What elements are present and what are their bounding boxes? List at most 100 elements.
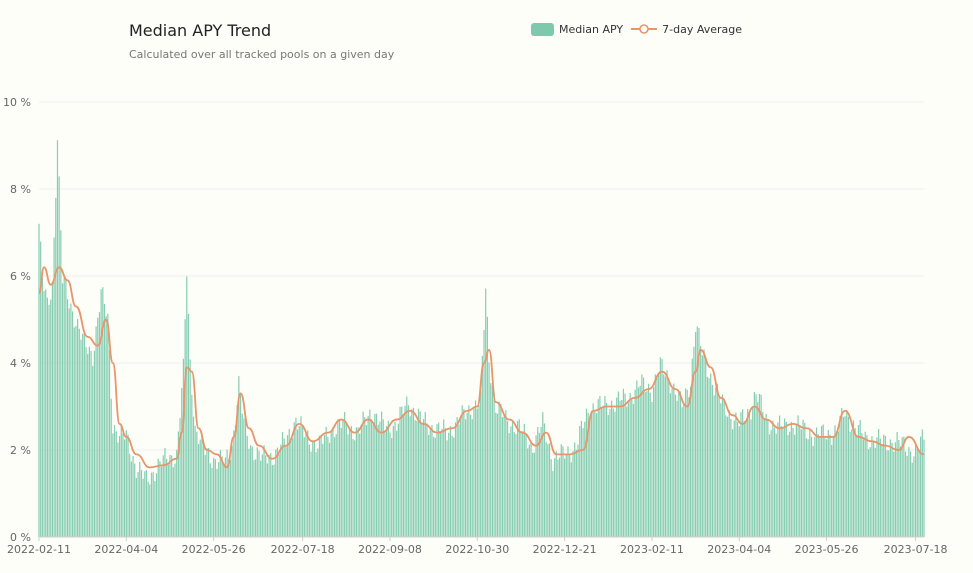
- apy-bar[interactable]: [676, 400, 678, 537]
- apy-bar[interactable]: [579, 426, 581, 537]
- apy-bar[interactable]: [310, 451, 312, 537]
- apy-bar[interactable]: [715, 387, 717, 537]
- apy-bar[interactable]: [908, 447, 910, 537]
- apy-bar[interactable]: [320, 436, 322, 537]
- apy-bar[interactable]: [261, 454, 263, 537]
- apy-bar[interactable]: [560, 444, 562, 537]
- apy-bar[interactable]: [424, 412, 426, 537]
- apy-bar[interactable]: [352, 438, 354, 537]
- apy-bar[interactable]: [558, 457, 561, 537]
- apy-bar[interactable]: [342, 420, 344, 537]
- apy-bar[interactable]: [375, 413, 378, 537]
- apy-bar[interactable]: [577, 444, 579, 537]
- apy-bar[interactable]: [770, 430, 772, 537]
- apy-bar[interactable]: [241, 413, 243, 537]
- apy-bar[interactable]: [535, 435, 537, 537]
- apy-bar[interactable]: [530, 440, 532, 537]
- apy-bar[interactable]: [221, 456, 223, 537]
- apy-bar[interactable]: [229, 459, 232, 537]
- apy-bar[interactable]: [656, 377, 658, 537]
- apy-bar[interactable]: [518, 419, 520, 537]
- apy-bar[interactable]: [864, 431, 866, 537]
- apy-bar[interactable]: [231, 445, 233, 537]
- apy-bar[interactable]: [137, 472, 139, 537]
- apy-bar[interactable]: [312, 441, 314, 537]
- apy-bar[interactable]: [653, 387, 655, 537]
- apy-bar[interactable]: [510, 426, 512, 537]
- apy-bar[interactable]: [485, 288, 487, 537]
- apy-bar[interactable]: [903, 436, 905, 537]
- apy-bar[interactable]: [681, 407, 683, 537]
- apy-bar[interactable]: [817, 434, 819, 537]
- apy-bar[interactable]: [852, 420, 855, 537]
- apy-bar[interactable]: [552, 471, 554, 537]
- apy-bar[interactable]: [789, 431, 791, 537]
- apy-bar[interactable]: [747, 408, 749, 537]
- apy-bar[interactable]: [87, 353, 89, 537]
- apy-bar[interactable]: [308, 444, 310, 537]
- apy-bar[interactable]: [166, 458, 168, 537]
- apy-bar[interactable]: [392, 425, 394, 537]
- apy-bar[interactable]: [345, 423, 347, 537]
- apy-bar[interactable]: [814, 436, 816, 537]
- apy-bar[interactable]: [550, 459, 552, 537]
- apy-bar[interactable]: [248, 448, 250, 537]
- apy-bar[interactable]: [819, 437, 821, 537]
- apy-bar[interactable]: [132, 456, 134, 537]
- apy-bar[interactable]: [379, 421, 381, 537]
- apy-bar[interactable]: [46, 297, 48, 537]
- apy-bar[interactable]: [891, 442, 893, 537]
- apy-bar[interactable]: [644, 391, 646, 537]
- apy-bar[interactable]: [604, 396, 606, 537]
- apy-bar[interactable]: [433, 436, 435, 537]
- apy-bar[interactable]: [60, 230, 62, 537]
- apy-bar[interactable]: [354, 440, 356, 537]
- apy-bar[interactable]: [701, 355, 703, 537]
- apy-bar[interactable]: [574, 442, 576, 537]
- apy-bar[interactable]: [280, 444, 282, 537]
- apy-bar[interactable]: [191, 394, 193, 537]
- apy-bar[interactable]: [517, 420, 519, 537]
- apy-bar[interactable]: [480, 390, 482, 537]
- apy-bar[interactable]: [780, 426, 782, 537]
- apy-bar[interactable]: [475, 400, 477, 537]
- apy-bar[interactable]: [621, 399, 623, 537]
- apy-bar[interactable]: [543, 423, 546, 537]
- apy-bar[interactable]: [429, 428, 431, 537]
- apy-bar[interactable]: [48, 304, 50, 537]
- apy-bar[interactable]: [602, 405, 604, 537]
- apy-bar[interactable]: [372, 424, 374, 537]
- apy-bar[interactable]: [807, 439, 809, 537]
- apy-bar[interactable]: [777, 422, 779, 537]
- apy-bar[interactable]: [401, 406, 403, 537]
- apy-bar[interactable]: [317, 448, 319, 537]
- apy-bar[interactable]: [637, 387, 640, 537]
- apy-bar[interactable]: [688, 397, 690, 537]
- apy-bar[interactable]: [706, 376, 708, 537]
- apy-bar[interactable]: [139, 462, 141, 537]
- apy-bar[interactable]: [374, 413, 376, 537]
- apy-bar[interactable]: [594, 411, 596, 537]
- apy-bar[interactable]: [182, 358, 185, 537]
- apy-bar[interactable]: [456, 416, 458, 537]
- apy-bar[interactable]: [172, 467, 174, 537]
- apy-bar[interactable]: [513, 432, 515, 537]
- apy-bar[interactable]: [642, 377, 645, 537]
- apy-bar[interactable]: [298, 425, 300, 537]
- apy-bar[interactable]: [832, 436, 834, 537]
- apy-bar[interactable]: [658, 374, 660, 537]
- apy-bar[interactable]: [347, 434, 349, 537]
- apy-bar[interactable]: [742, 409, 744, 537]
- apy-bar[interactable]: [238, 376, 240, 537]
- apy-bar[interactable]: [355, 427, 357, 537]
- apy-bar[interactable]: [857, 424, 860, 537]
- apy-bar[interactable]: [616, 397, 618, 537]
- apy-bar[interactable]: [476, 408, 478, 537]
- apy-bar[interactable]: [98, 312, 101, 537]
- apy-bar[interactable]: [196, 431, 198, 537]
- apy-bar[interactable]: [68, 308, 70, 537]
- apy-bar[interactable]: [898, 440, 900, 537]
- apy-bar[interactable]: [733, 420, 735, 537]
- apy-bar[interactable]: [684, 388, 687, 537]
- apy-bar[interactable]: [93, 350, 96, 537]
